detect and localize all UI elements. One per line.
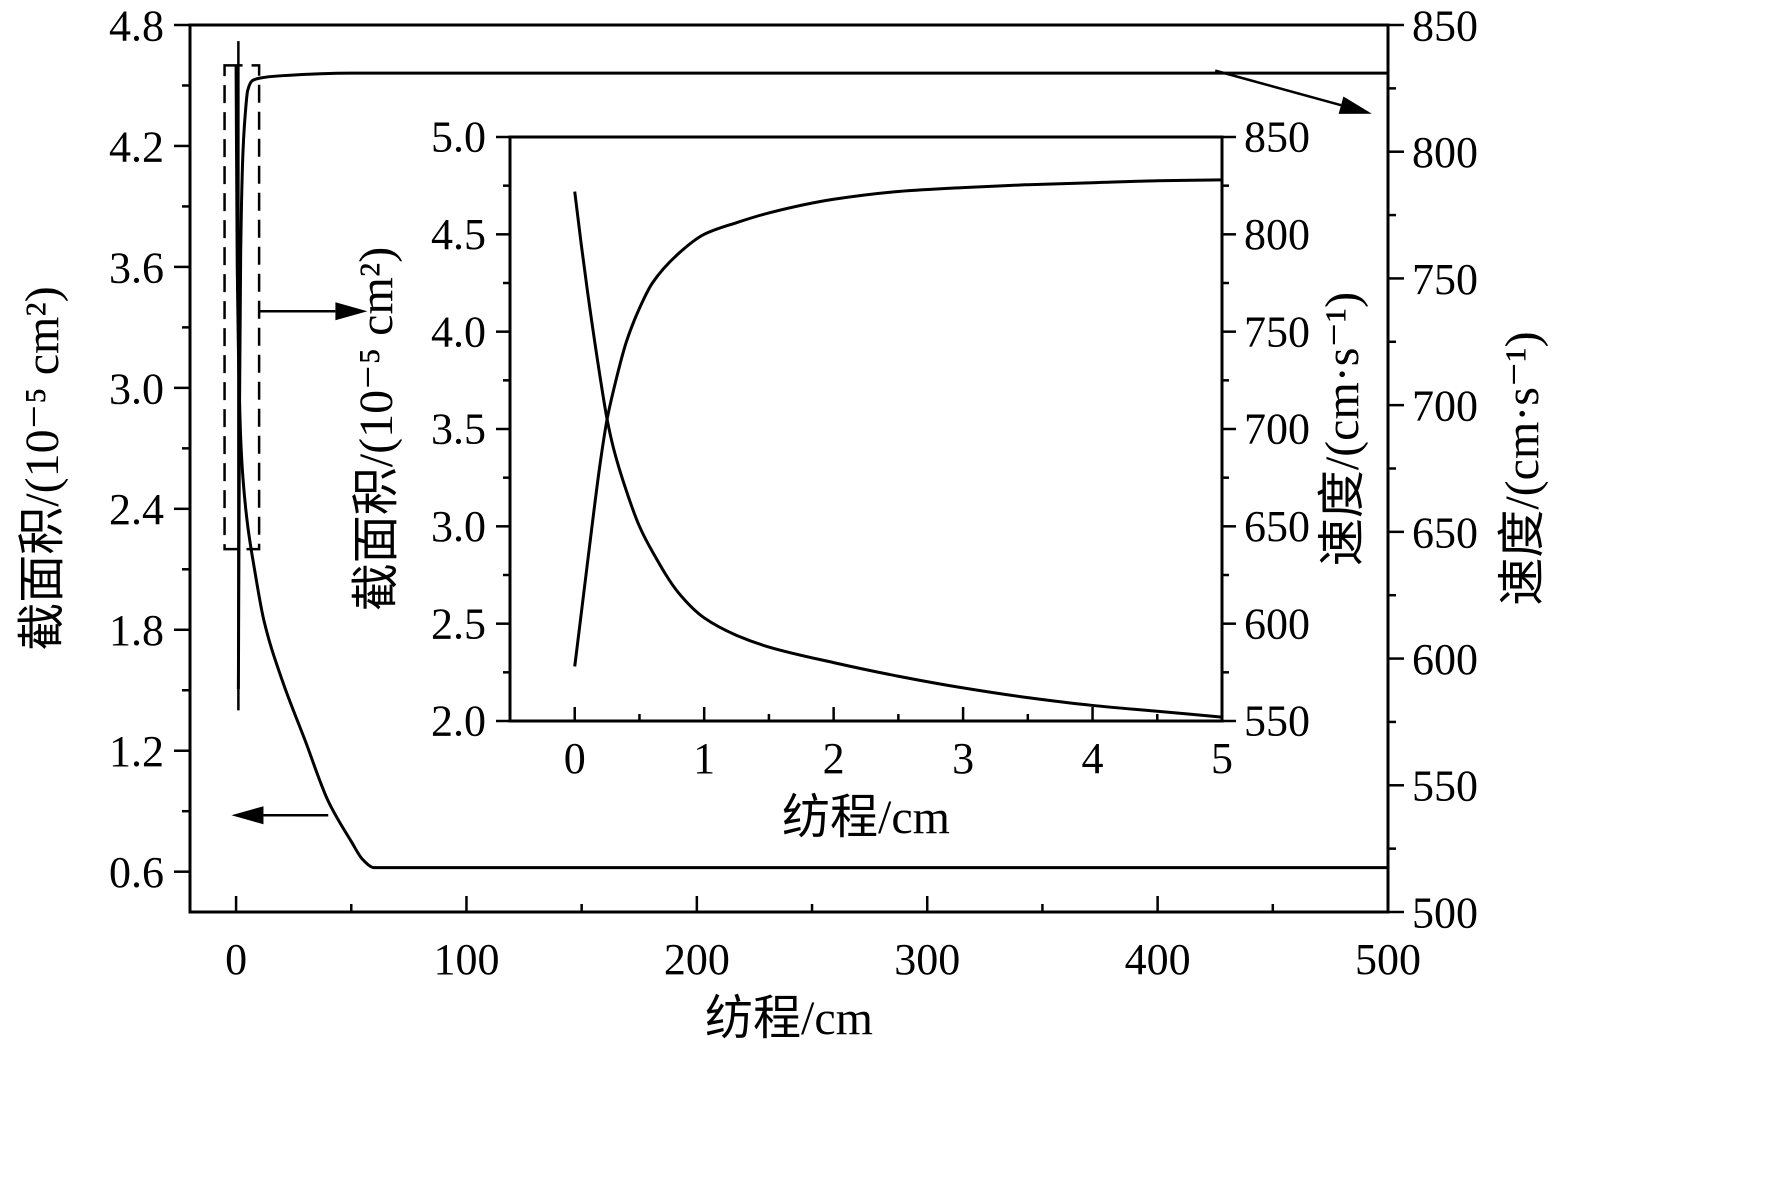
arrow-to-right-axis-line — [1214, 69, 1342, 107]
main-panel: 0 100 200 300 400 500 0.6 1.2 1.8 2.4 3.0 3.6 4.2 4.8… — [16, 1, 1549, 1045]
inset-y-right-tick-label: 750 — [1244, 307, 1310, 356]
main-x-tick-label: 400 — [1125, 935, 1191, 984]
main-y-right-tick-label: 750 — [1412, 255, 1478, 304]
main-y-right-axis-title: 速度/(cm·s⁻¹) — [1496, 331, 1549, 605]
main-y-right-tick-label: 700 — [1412, 382, 1478, 431]
inset-y-left-axis-title: 截面积/(10⁻⁵ cm²) — [350, 247, 403, 611]
main-y-left-tick-label: 4.2 — [109, 122, 164, 171]
inset-x-axis-title: 纺程/cm — [782, 791, 950, 844]
main-y-left-tick-label: 3.6 — [109, 243, 164, 292]
inset-x-tick-label: 4 — [1082, 734, 1104, 783]
inset-x-tick-label: 3 — [952, 734, 974, 783]
inset-y-right-tick-label: 550 — [1244, 697, 1310, 746]
inset-y-left-tick-label: 4.0 — [431, 307, 486, 356]
main-x-tick-label: 100 — [433, 935, 499, 984]
inset-y-left-tick-label: 5.0 — [431, 113, 486, 162]
main-series-right-curve — [236, 71, 1388, 689]
arrow-to-right-axis-head — [1338, 96, 1372, 114]
main-y-right-tick-label: 500 — [1412, 888, 1478, 937]
main-y-right-tick-label: 850 — [1412, 1, 1478, 50]
inset-series-right-curve — [573, 178, 1223, 667]
inset-background — [510, 137, 1222, 721]
inset-y-left-tick-label: 2.0 — [431, 697, 486, 746]
inset-panel: 0 1 2 3 4 5 2.0 2.5 3.0 3.5 4.0 4.5 5.0 550 600 650 700 7… — [350, 113, 1369, 844]
inset-y-left-tick-label: 3.0 — [431, 502, 486, 551]
inset-y-right-tick-label: 700 — [1244, 405, 1310, 454]
main-x-tick-label: 200 — [664, 935, 730, 984]
main-y-right-tick-label: 600 — [1412, 635, 1478, 684]
main-y-right-tick-label: 550 — [1412, 762, 1478, 811]
main-y-right-tick-label: 800 — [1412, 128, 1478, 177]
main-y-left-tick-label: 2.4 — [109, 485, 164, 534]
inset-y-right-axis-title: 速度/(cm·s⁻¹) — [1316, 292, 1369, 566]
inset-y-left-tick-label: 3.5 — [431, 405, 486, 454]
main-x-tick-label: 300 — [894, 935, 960, 984]
inset-y-right-tick-label: 600 — [1244, 599, 1310, 648]
inset-series-left-curve — [573, 191, 1223, 719]
inset-y-left-tick-label: 4.5 — [431, 210, 486, 259]
main-y-right-tick-label: 650 — [1412, 508, 1478, 557]
inset-x-tick-label: 0 — [564, 734, 586, 783]
main-y-left-tick-label: 0.6 — [109, 848, 164, 897]
main-y-left-tick-label: 1.2 — [109, 727, 164, 776]
inset-y-right-tick-label: 800 — [1244, 210, 1310, 259]
inset-x-tick-label: 2 — [823, 734, 845, 783]
main-y-left-tick-label: 4.8 — [109, 1, 164, 50]
inset-x-tick-label: 1 — [693, 734, 715, 783]
inset-x-tick-label: 5 — [1211, 734, 1233, 783]
main-x-tick-label: 0 — [225, 935, 247, 984]
main-y-left-axis-title: 截面积/(10⁻⁵ cm²) — [16, 286, 69, 650]
arrow-to-inset-head — [335, 302, 368, 321]
zoom-region-box — [223, 64, 261, 551]
main-x-tick-label: 500 — [1355, 935, 1421, 984]
main-y-left-tick-label: 1.8 — [109, 606, 164, 655]
main-y-left-tick-label: 3.0 — [109, 364, 164, 413]
arrow-to-left-axis-head — [231, 806, 264, 825]
inset-y-right-tick-label: 850 — [1244, 113, 1310, 162]
inset-y-right-tick-label: 650 — [1244, 502, 1310, 551]
main-x-axis-title: 纺程/cm — [705, 992, 873, 1045]
inset-y-left-tick-label: 2.5 — [431, 599, 486, 648]
